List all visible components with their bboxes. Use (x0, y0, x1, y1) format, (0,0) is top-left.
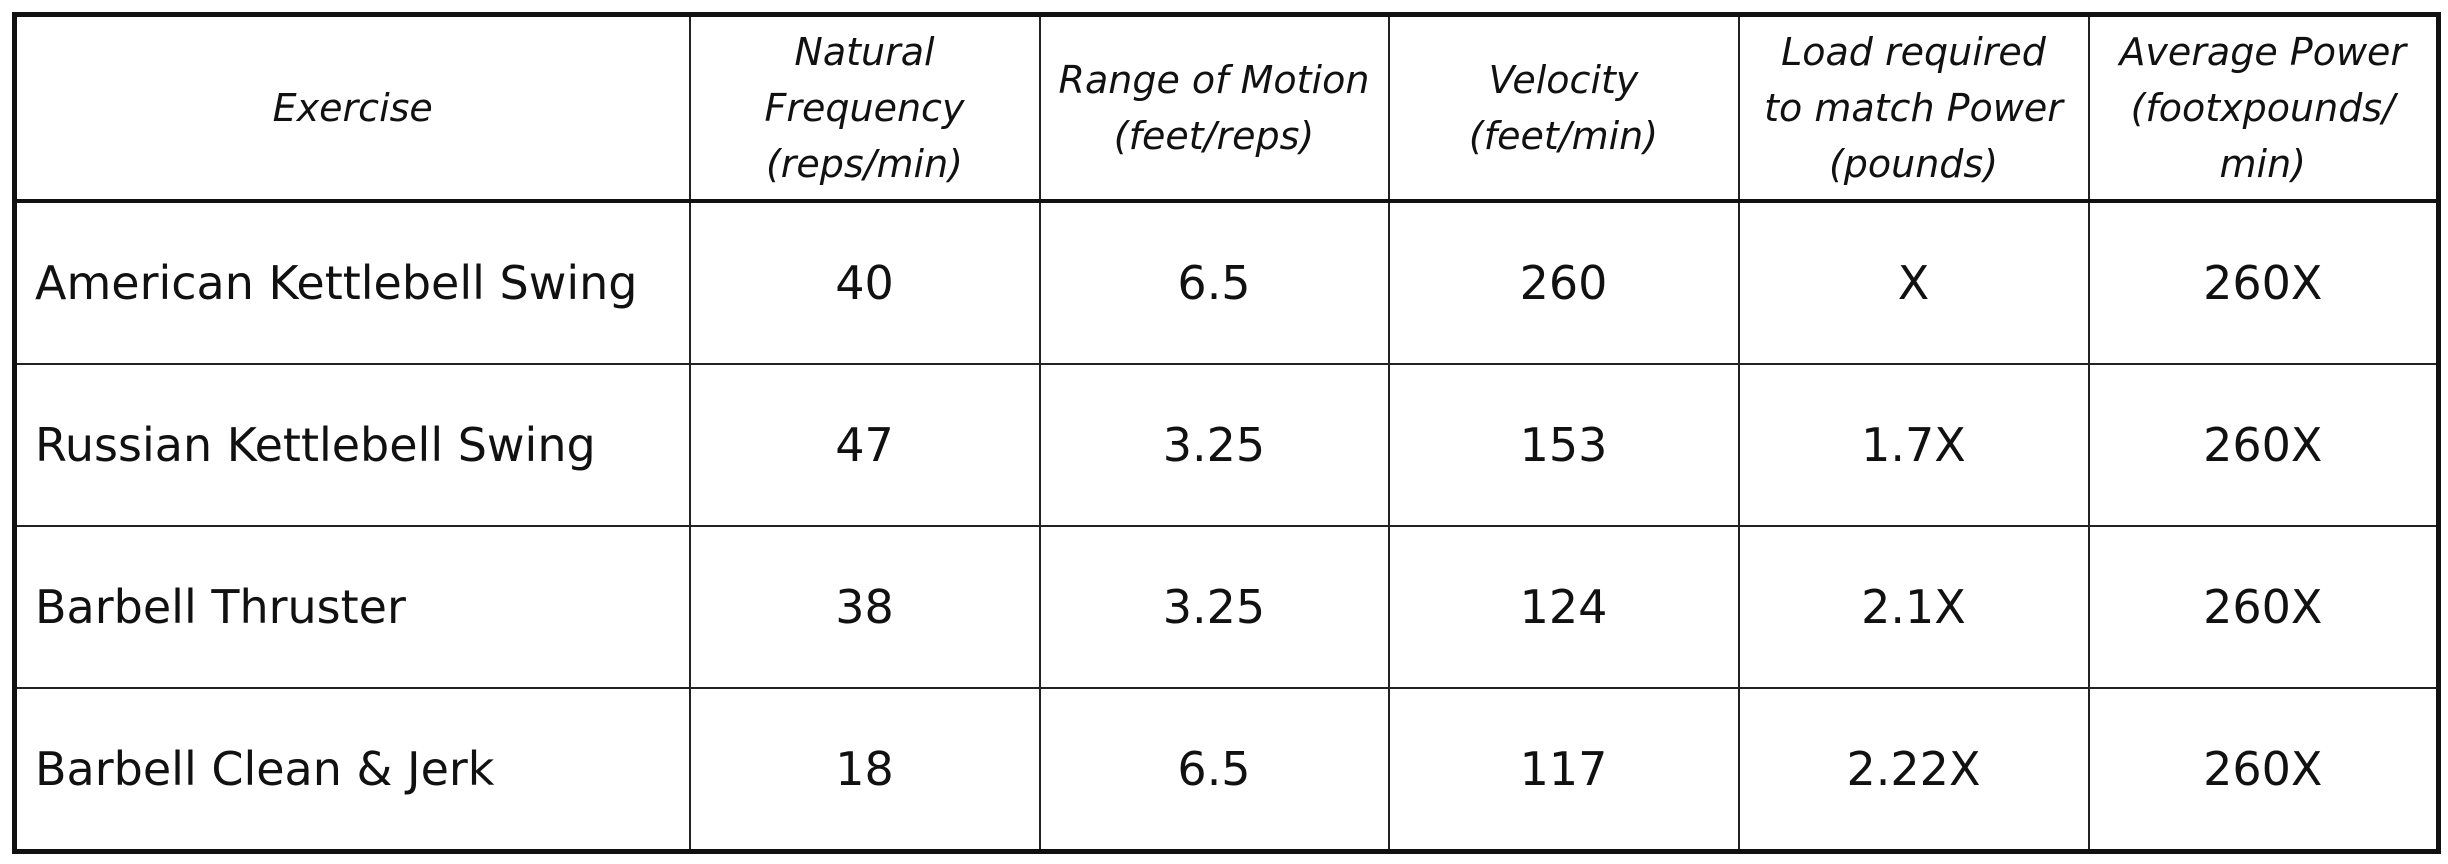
header-cell: Range of Motion (feet/reps) (1038, 13, 1390, 203)
header-line: (feet/min) (1468, 114, 1659, 158)
header-line: Exercise (272, 86, 433, 130)
value-cell: 1.7X (1737, 363, 2090, 527)
value-cell: 2.22X (1737, 687, 2090, 853)
exercise-cell: Barbell Thruster (13, 525, 691, 689)
value-cell: 260X (2087, 363, 2440, 527)
value-cell: 260X (2087, 687, 2440, 853)
table-container: Exercise Natural Frequency (reps/min) Range … (12, 12, 2441, 854)
header-row: Exercise Natural Frequency (reps/min) Range … (13, 13, 2440, 203)
value-cell: 47 (688, 363, 1041, 527)
exercise-cell: Barbell Clean & Jerk (13, 687, 691, 853)
value-cell: 153 (1387, 363, 1740, 527)
header-line: (feet/reps) (1113, 114, 1315, 158)
exercise-cell: American Kettlebell Swing (13, 200, 691, 365)
value-cell: 6.5 (1038, 200, 1390, 365)
header-line: to match Power (1764, 86, 2063, 130)
value-cell: 260X (2087, 200, 2440, 365)
value-cell: 3.25 (1038, 363, 1390, 527)
value-cell: 260X (2087, 525, 2440, 689)
value-cell: 40 (688, 200, 1041, 365)
header-line: Average Power (2119, 30, 2407, 74)
table-row: American Kettlebell Swing 40 6.5 260 X 260X (13, 200, 2440, 365)
header-cell: Natural Frequency (reps/min) (688, 13, 1041, 203)
header-line: Velocity (1488, 58, 1639, 102)
header-line: min) (2219, 142, 2306, 186)
header-line: (footxpounds/ (2130, 86, 2395, 130)
header-line: Natural (794, 30, 935, 74)
header-line: Range of Motion (1058, 58, 1370, 102)
header-line: (reps/min) (765, 142, 964, 186)
value-cell: X (1737, 200, 2090, 365)
table-row: Barbell Clean & Jerk 18 6.5 117 2.22X 260X (13, 687, 2440, 853)
header-cell: Average Power (footxpounds/min) (2087, 13, 2440, 203)
value-cell: 124 (1387, 525, 1740, 689)
table-row: Russian Kettlebell Swing 47 3.25 153 1.7X 260… (13, 363, 2440, 527)
value-cell: 38 (688, 525, 1041, 689)
value-cell: 260 (1387, 200, 1740, 365)
header-line: Load required (1781, 30, 2046, 74)
table: Exercise Natural Frequency (reps/min) Range … (12, 12, 2441, 854)
table-row: Barbell Thruster 38 3.25 124 2.1X 260X (13, 525, 2440, 689)
header-line: (pounds) (1828, 142, 1999, 186)
header-cell: Exercise (13, 13, 691, 203)
value-cell: 6.5 (1038, 687, 1390, 853)
value-cell: 2.1X (1737, 525, 2090, 689)
header-cell: Load required to match Power (pounds) (1737, 13, 2090, 203)
value-cell: 18 (688, 687, 1041, 853)
header-line: Frequency (764, 86, 965, 130)
value-cell: 3.25 (1038, 525, 1390, 689)
exercise-cell: Russian Kettlebell Swing (13, 363, 691, 527)
header-cell: Velocity (feet/min) (1387, 13, 1740, 203)
value-cell: 117 (1387, 687, 1740, 853)
